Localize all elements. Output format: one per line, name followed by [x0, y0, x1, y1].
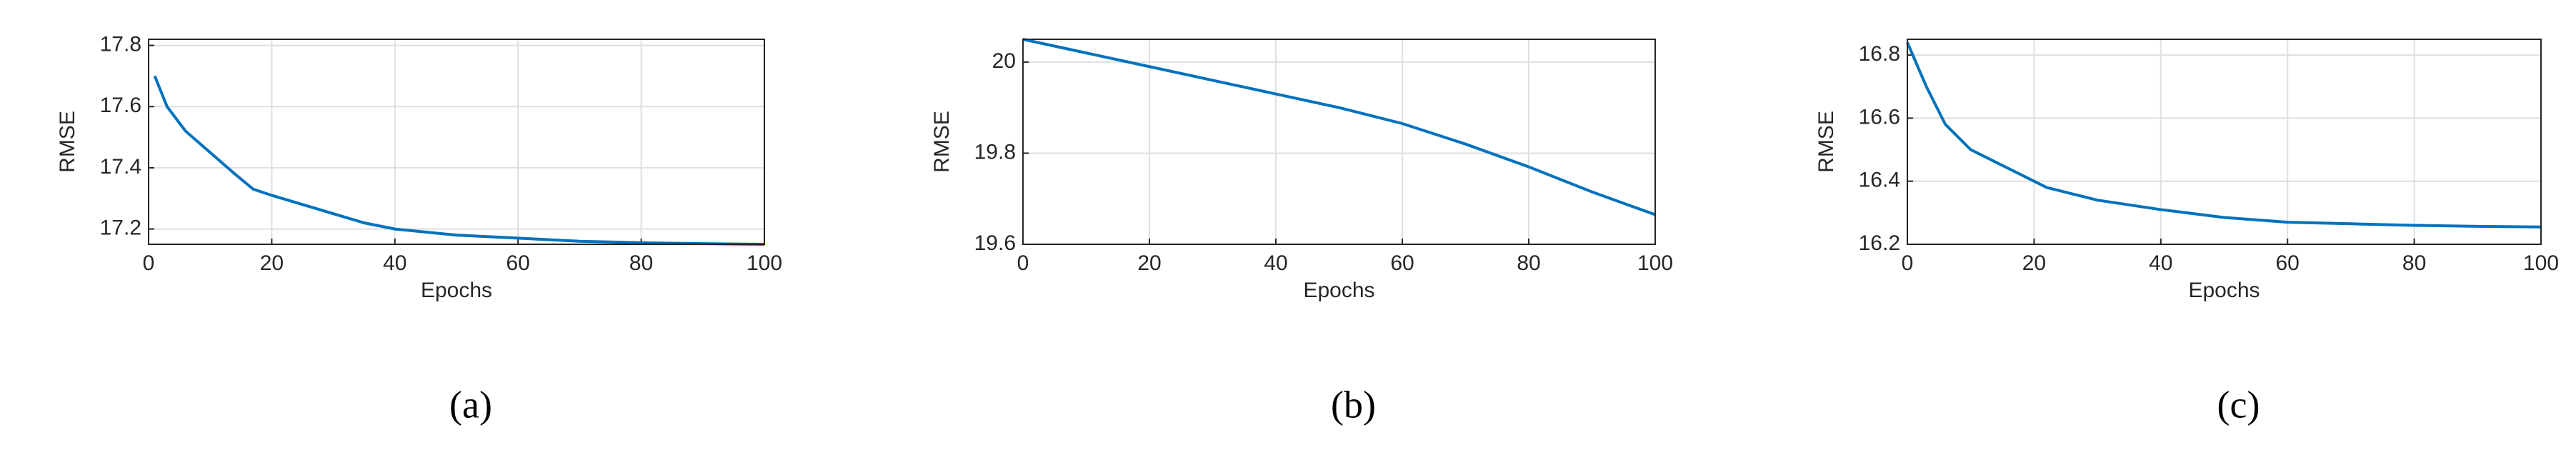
- x-tick-label: 20: [260, 251, 284, 275]
- y-tick-label: 19.8: [974, 140, 1016, 164]
- y-tick-label: 16.2: [1859, 231, 1900, 255]
- y-axis-label: RMSE: [930, 111, 954, 173]
- plot-area: [1907, 39, 2541, 244]
- x-tick-label: 60: [1390, 251, 1414, 275]
- x-tick-label: 40: [1264, 251, 1287, 275]
- y-axis-label: RMSE: [56, 111, 79, 173]
- x-axis-label: Epochs: [421, 279, 492, 302]
- y-tick-label: 16.8: [1859, 42, 1900, 66]
- axes-box: [148, 39, 765, 245]
- y-tick-label: 17.2: [100, 216, 141, 240]
- x-tick-label: 40: [2149, 251, 2172, 275]
- x-tick-label: 0: [1017, 251, 1029, 275]
- x-tick-label: 100: [1637, 251, 1673, 275]
- line: [153, 75, 765, 246]
- x-tick-label: 0: [1902, 251, 1914, 275]
- y-tick-label: 17.6: [100, 94, 141, 117]
- y-tick-label: 16.4: [1859, 169, 1900, 192]
- x-tick-label: 100: [747, 251, 782, 275]
- x-axis-label: Epochs: [1303, 279, 1374, 302]
- chart: 0 20 40 60 80 100 19.6 19.8 20 Epochs RMSE (b): [930, 38, 1673, 426]
- y-tick-label: 17.4: [100, 155, 141, 179]
- x-tick-label: 20: [1137, 251, 1161, 275]
- line: [1906, 41, 2542, 229]
- x-axis-label: Epochs: [2188, 279, 2260, 302]
- plot-area: [149, 39, 764, 244]
- x-tick-label: 40: [383, 251, 406, 275]
- x-tick-label: 0: [143, 251, 155, 275]
- x-tick-label: 60: [2276, 251, 2300, 275]
- caption: (a): [449, 383, 492, 426]
- x-tick-label: 100: [2523, 251, 2559, 275]
- y-tick-label: 20: [992, 49, 1016, 73]
- chart: 0 20 40 60 80 100 16.2 16.4 16.6 16.8 Epochs RMSE (c…: [1814, 39, 2559, 426]
- x-tick-label: 20: [2022, 251, 2046, 275]
- y-tick-label: 17.8: [100, 32, 141, 56]
- chart: 0 20 40 60 80 100 17.2 17.4 17.6 17.8 Epochs RMSE (a…: [56, 32, 782, 426]
- y-tick-label: 16.6: [1859, 105, 1900, 129]
- x-tick-label: 80: [1517, 251, 1540, 275]
- x-tick-label: 60: [506, 251, 530, 275]
- caption: (b): [1331, 383, 1376, 426]
- x-tick-label: 80: [2402, 251, 2426, 275]
- caption: (c): [2217, 383, 2260, 426]
- plot-area: [1023, 39, 1655, 244]
- axes-box: [1907, 39, 2542, 245]
- y-axis-label: RMSE: [1814, 111, 1838, 173]
- axes-box: [1022, 39, 1656, 245]
- y-tick-label: 19.6: [974, 231, 1016, 255]
- line: [1022, 38, 1656, 216]
- x-tick-label: 80: [629, 251, 653, 275]
